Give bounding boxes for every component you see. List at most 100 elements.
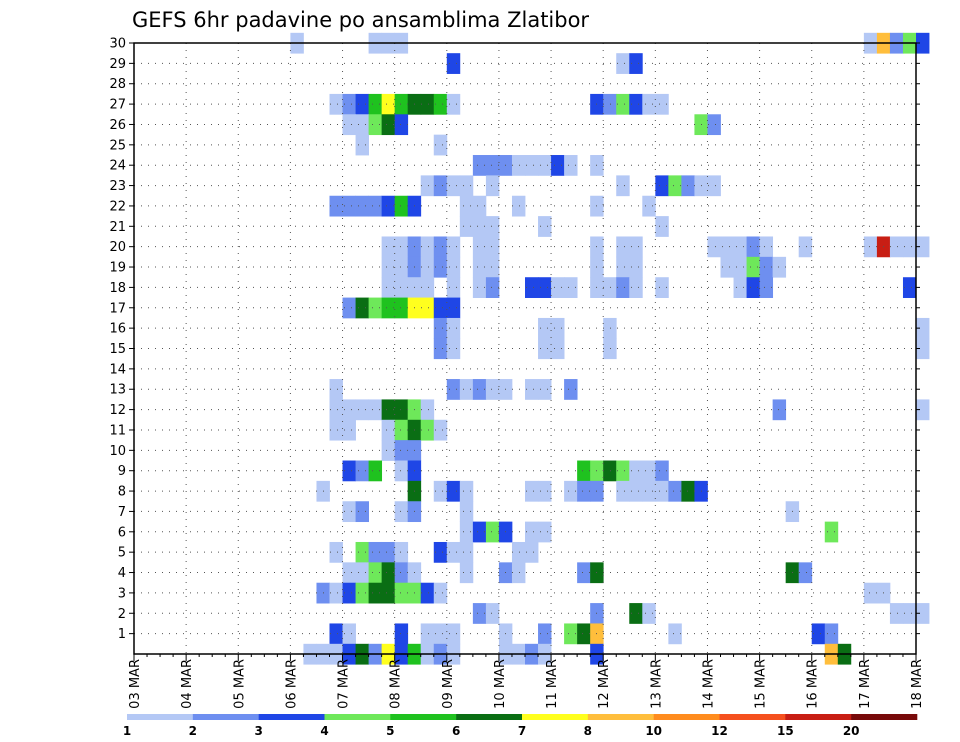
heatmap-cell	[902, 277, 917, 298]
chart-title: GEFS 6hr padavine po ansamblima Zlatibor	[132, 8, 589, 32]
colorbar-label: 1	[123, 724, 131, 738]
heatmap-cell	[916, 236, 930, 258]
heatmap-cell	[551, 317, 565, 339]
heatmap-cell	[772, 399, 787, 421]
heatmap-cell	[459, 379, 474, 400]
heatmap-cell	[629, 480, 643, 502]
colorbar-segment	[192, 714, 259, 720]
heatmap-cell	[577, 623, 591, 645]
colorbar-label: 7	[518, 724, 526, 738]
y-tick-label: 13	[109, 383, 126, 398]
heatmap-cell	[446, 175, 461, 197]
heatmap-cell	[772, 256, 787, 278]
colorbar-segment	[653, 714, 720, 720]
heatmap-cell	[394, 277, 409, 298]
y-tick-label: 1	[118, 627, 126, 642]
heatmap-cell	[511, 562, 526, 584]
heatmap-cell	[433, 338, 448, 360]
heatmap-cell	[394, 399, 409, 421]
heatmap-cell	[381, 114, 396, 136]
x-tick-label: 04 MAR	[180, 659, 195, 709]
heatmap-cell	[368, 582, 383, 604]
heatmap-cell	[342, 195, 356, 217]
heatmap-cell	[916, 399, 930, 421]
colorbar-segment	[851, 714, 918, 720]
heatmap-cell	[564, 277, 578, 298]
heatmap-cell	[642, 460, 656, 482]
heatmap-cell	[525, 379, 539, 400]
heatmap-cell	[394, 440, 409, 461]
heatmap-cell	[824, 623, 839, 645]
heatmap-cell	[720, 236, 734, 258]
colorbar-label: 3	[254, 724, 262, 738]
heatmap-cell	[394, 541, 409, 563]
heatmap-cell	[655, 460, 669, 482]
heatmap-cell	[420, 256, 435, 278]
colorbar-label: 6	[452, 724, 460, 738]
heatmap-cell	[720, 256, 734, 278]
heatmap-cell	[381, 93, 396, 115]
heatmap-cell	[472, 236, 487, 258]
x-tick-label: 12 MAR	[597, 659, 612, 709]
heatmap-cell	[459, 480, 474, 502]
y-tick-label: 11	[109, 423, 126, 438]
colorbar-segment	[456, 714, 523, 720]
heatmap-cell	[759, 277, 774, 298]
heatmap-cell	[394, 501, 409, 523]
heatmap-cell	[681, 480, 695, 502]
heatmap-cell	[459, 175, 474, 197]
heatmap-cell	[485, 236, 500, 258]
heatmap-cell	[916, 603, 930, 624]
heatmap-cell	[433, 419, 448, 441]
colorbar-label: 2	[189, 724, 197, 738]
heatmap-cell	[329, 623, 343, 645]
heatmap-cell	[746, 236, 760, 258]
heatmap-cell	[681, 175, 695, 197]
heatmap-cell	[824, 521, 839, 543]
heatmap-cell	[420, 419, 435, 441]
colorbar-label: 10	[645, 724, 662, 738]
heatmap-cell	[603, 317, 617, 339]
heatmap-cell	[433, 297, 448, 319]
heatmap-cell	[616, 256, 630, 278]
heatmap-cell	[551, 338, 565, 360]
colorbar-label: 15	[777, 724, 794, 738]
heatmap-cell	[798, 236, 813, 258]
heatmap-cell	[511, 195, 526, 217]
heatmap-cell	[538, 317, 552, 339]
heatmap-cell	[329, 541, 343, 563]
heatmap-cell	[329, 582, 343, 604]
heatmap-cell	[381, 277, 396, 298]
y-tick-label: 4	[118, 566, 126, 581]
heatmap-cell	[603, 93, 617, 115]
heatmap-cell	[811, 623, 826, 645]
heatmap-cell	[355, 93, 369, 115]
heatmap-cell	[459, 562, 474, 584]
heatmap-cell	[446, 277, 461, 298]
x-tick-label: 09 MAR	[441, 659, 456, 709]
heatmap-cell	[394, 419, 409, 441]
y-tick-label: 24	[109, 159, 126, 174]
heatmap-cell	[368, 541, 383, 563]
heatmap-cell	[342, 114, 356, 136]
y-tick-label: 29	[109, 57, 126, 72]
heatmap-cell	[342, 419, 356, 441]
heatmap-cell	[538, 338, 552, 360]
heatmap-cell	[420, 175, 435, 197]
heatmap-cell	[733, 236, 747, 258]
y-tick-label: 3	[118, 586, 126, 601]
heatmap-cell	[577, 562, 591, 584]
heatmap-cell	[472, 379, 487, 400]
colorbar-segment	[258, 714, 325, 720]
heatmap-cell	[420, 582, 435, 604]
heatmap-cell	[329, 379, 343, 400]
heatmap-cell	[329, 195, 343, 217]
heatmap-cell	[342, 582, 356, 604]
heatmap-cell	[433, 256, 448, 278]
heatmap-cell	[538, 216, 552, 237]
heatmap-cell	[733, 256, 747, 278]
heatmap-cell	[342, 501, 356, 523]
heatmap-cell	[485, 277, 500, 298]
heatmap-cell	[759, 236, 774, 258]
heatmap-cell	[381, 440, 396, 461]
